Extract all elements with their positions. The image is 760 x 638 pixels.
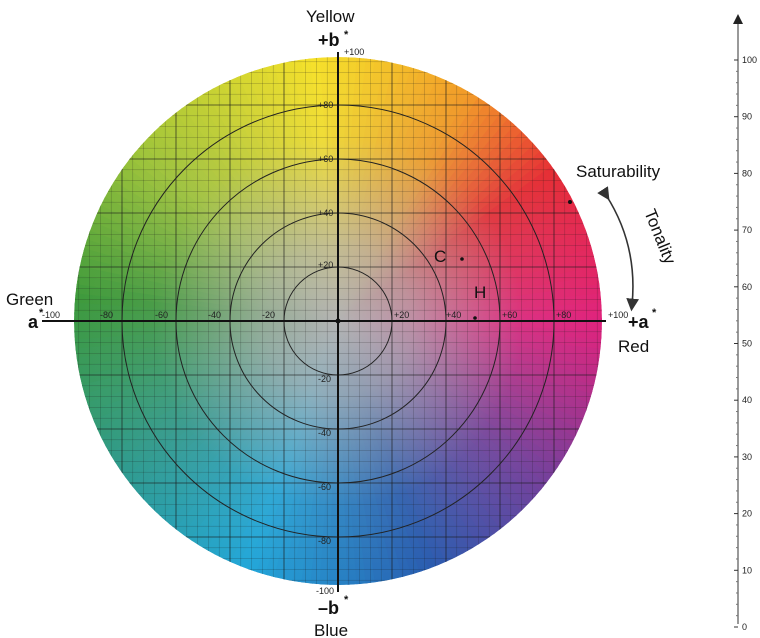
tick-left-40: -40 bbox=[208, 310, 221, 320]
red-label: Red bbox=[618, 337, 649, 356]
minus-b-value: -100 bbox=[316, 586, 334, 596]
lightness-label-0: 0 bbox=[742, 622, 747, 632]
tick-right-20: +20 bbox=[394, 310, 409, 320]
yellow-label: Yellow bbox=[306, 7, 355, 26]
lightness-label-90: 90 bbox=[742, 112, 752, 122]
tick-left-20: -20 bbox=[262, 310, 275, 320]
plus-b-label: +b bbox=[318, 30, 340, 50]
plus-a-label: +a bbox=[628, 312, 650, 332]
plus-a-star: * bbox=[652, 307, 657, 319]
lightness-label-30: 30 bbox=[742, 452, 752, 462]
tick-left-60: -60 bbox=[155, 310, 168, 320]
tick-top-80: +80 bbox=[318, 100, 333, 110]
blue-label: Blue bbox=[314, 621, 348, 638]
tick-top-60: +60 bbox=[318, 154, 333, 164]
tick-left-80: -80 bbox=[100, 310, 113, 320]
tick-right-60: +60 bbox=[502, 310, 517, 320]
tick-bottom-40: -40 bbox=[318, 428, 331, 438]
green-label: Green bbox=[6, 290, 53, 309]
minus-b-label: –b bbox=[318, 598, 339, 618]
c-point bbox=[460, 257, 464, 261]
plus-a-value: +100 bbox=[608, 310, 628, 320]
lightness-label-60: 60 bbox=[742, 282, 752, 292]
minus-b-star: * bbox=[344, 594, 349, 606]
lightness-arrow-icon bbox=[733, 14, 743, 24]
saturability-point bbox=[568, 200, 572, 204]
tick-top-40: +40 bbox=[318, 208, 333, 218]
lightness-label-20: 20 bbox=[742, 509, 752, 519]
plus-b-value: +100 bbox=[344, 47, 364, 57]
plus-b-star: * bbox=[344, 29, 349, 41]
h-point bbox=[473, 316, 477, 320]
tonality-label: Tonality bbox=[640, 206, 679, 267]
tick-right-40: +40 bbox=[446, 310, 461, 320]
lightness-label-100: 100 bbox=[742, 55, 757, 65]
lightness-label-40: 40 bbox=[742, 395, 752, 405]
tick-bottom-60: -60 bbox=[318, 482, 331, 492]
c-point-label: C bbox=[434, 247, 446, 266]
lightness-label-70: 70 bbox=[742, 225, 752, 235]
saturability-label: Saturability bbox=[576, 162, 661, 181]
tick-right-80: +80 bbox=[556, 310, 571, 320]
minus-a-label: a bbox=[28, 312, 39, 332]
tick-top-20: +20 bbox=[318, 260, 333, 270]
lightness-label-50: 50 bbox=[742, 339, 752, 349]
origin-point bbox=[335, 318, 341, 324]
tick-bottom-20: -20 bbox=[318, 374, 331, 384]
tick-bottom-80: -80 bbox=[318, 536, 331, 546]
lightness-label-10: 10 bbox=[742, 565, 752, 575]
lightness-label-80: 80 bbox=[742, 168, 752, 178]
minus-a-star: * bbox=[39, 307, 44, 319]
tonality-arrow bbox=[597, 186, 640, 312]
minus-a-value: -100 bbox=[42, 310, 60, 320]
h-point-label: H bbox=[474, 283, 486, 302]
